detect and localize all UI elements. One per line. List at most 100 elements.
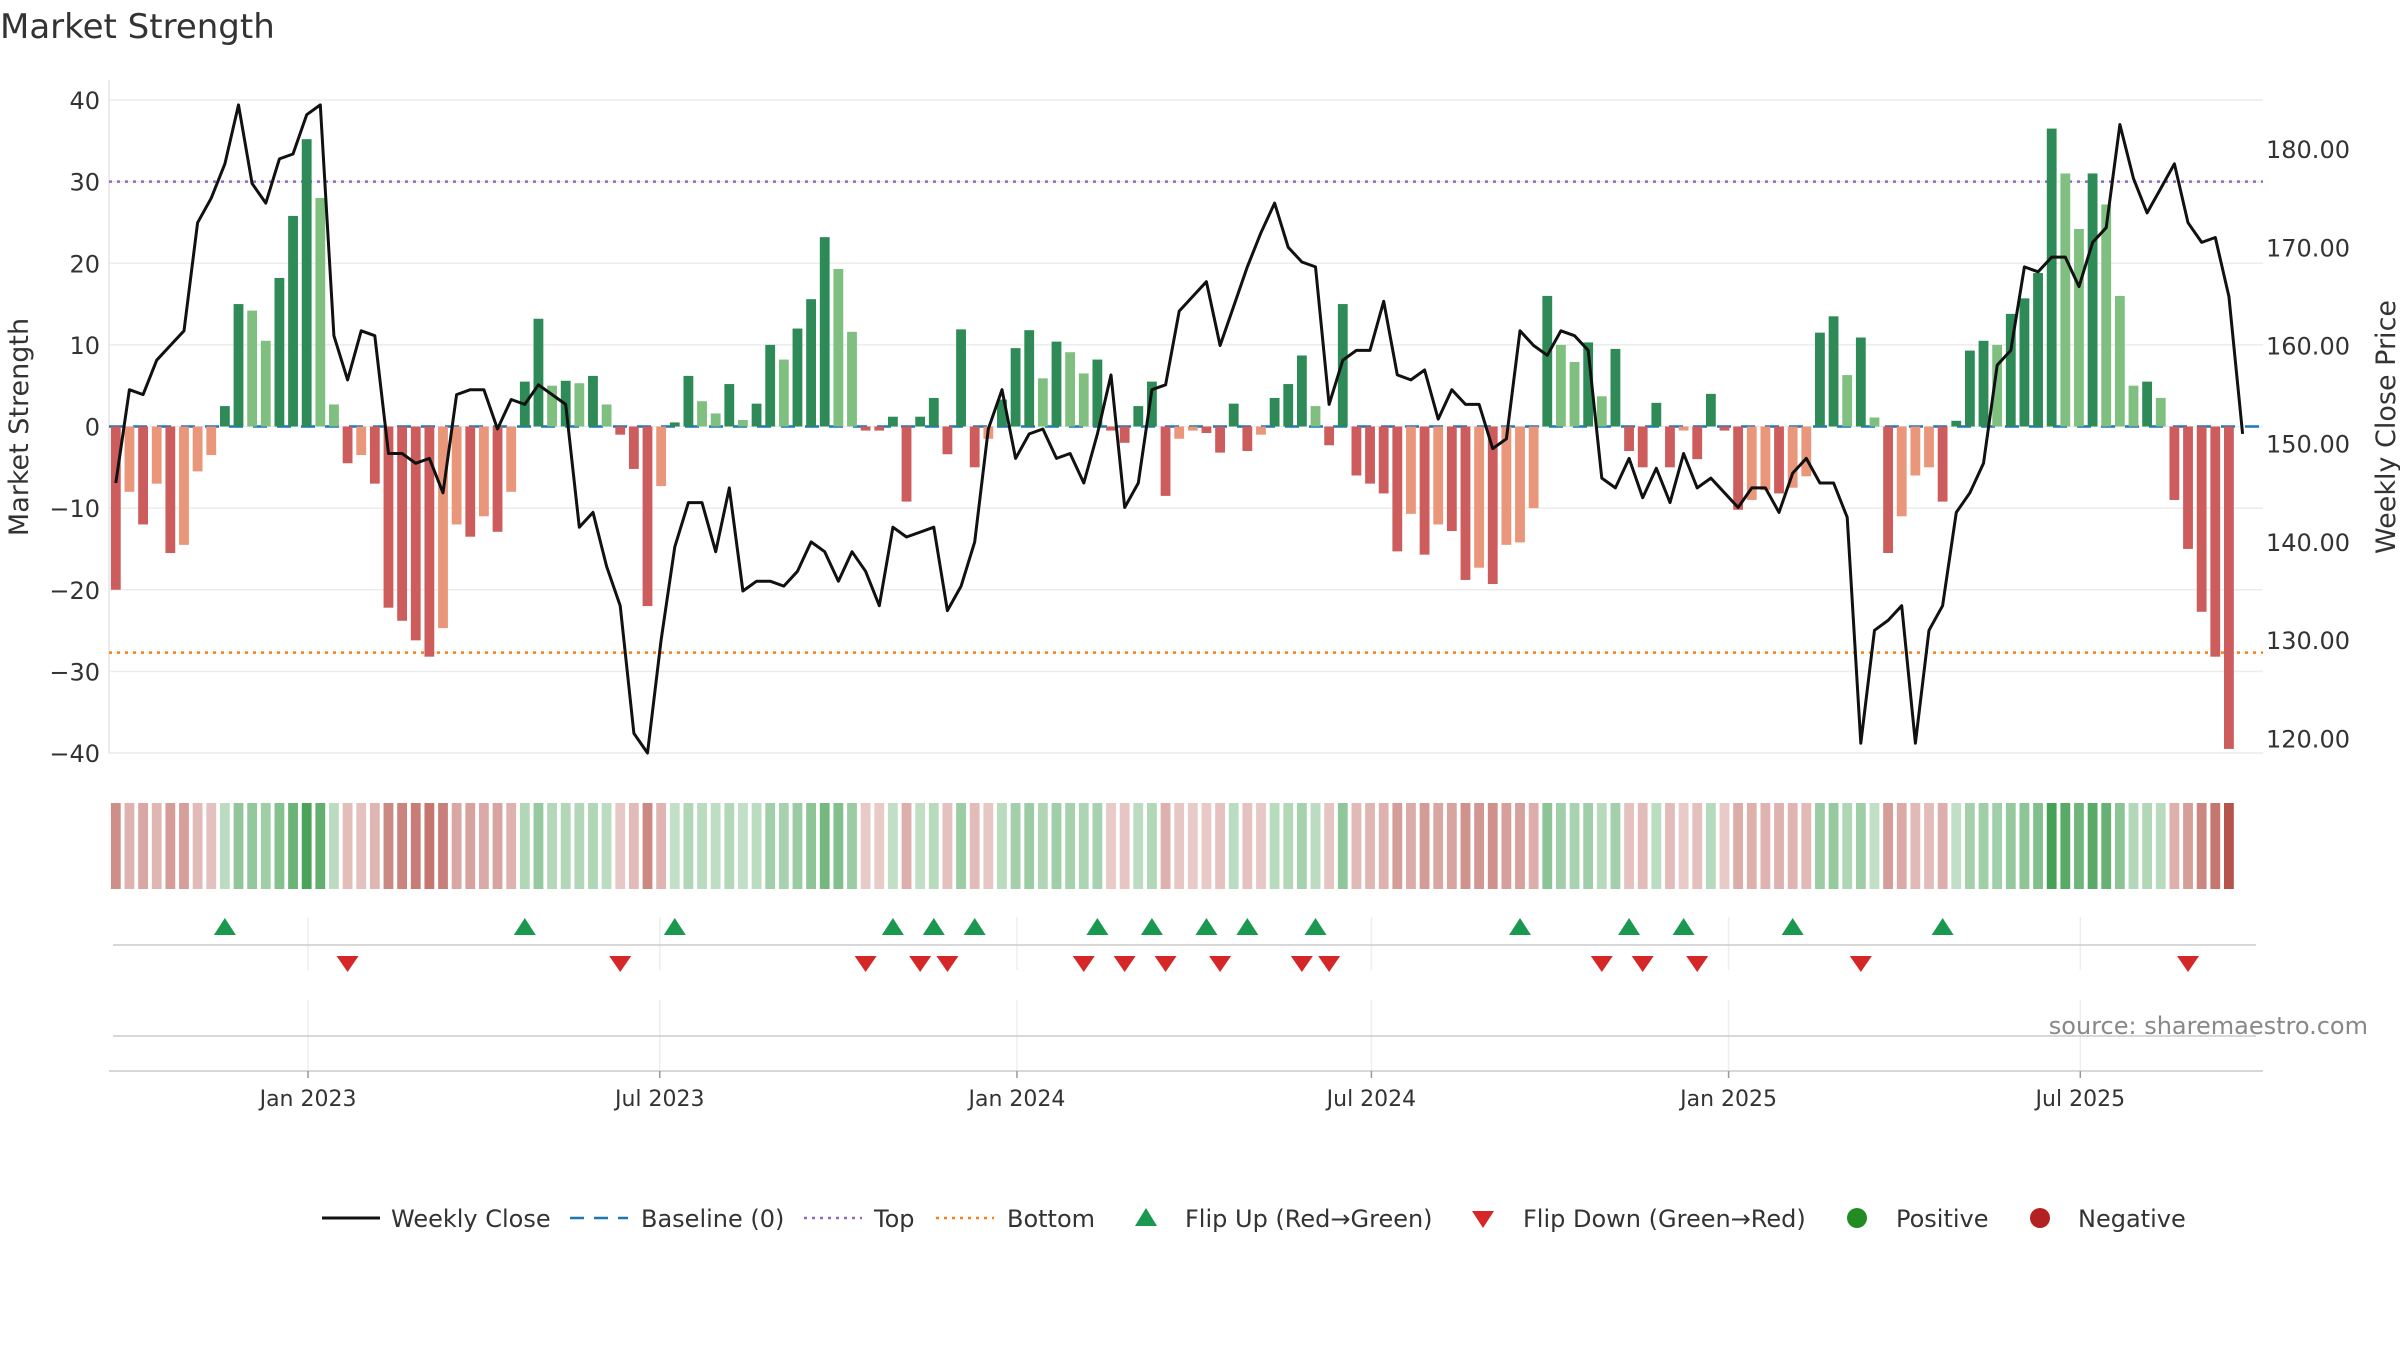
strip-cell [451,803,462,889]
right-tick-label: 170.00 [2266,234,2350,262]
strip-cell [1692,803,1703,889]
strength-bar [1842,375,1853,427]
strip-cell [1869,803,1880,889]
legend-negative: Negative [2078,1205,2186,1233]
strength-bar [438,426,448,629]
strip-cell [1569,803,1580,889]
strip-cell [1174,803,1185,889]
left-tick-label: 40 [69,87,100,115]
strip-cell [1024,803,1035,889]
strip-cell [151,803,162,889]
strip-cell [1951,803,1962,889]
strength-bar [1324,426,1335,446]
strip-cell [2224,803,2234,889]
strip-cell [1078,803,1089,889]
strength-bar [2169,426,2180,500]
strip-cell [1610,803,1621,889]
strength-bar [601,404,612,427]
strength-bar [833,268,844,427]
strip-cell [519,803,530,889]
strength-bar [1392,426,1403,552]
strength-bar [1515,426,1525,543]
strength-bar [1705,393,1716,427]
strength-bar [1310,406,1321,427]
strength-bar [1133,406,1144,427]
strength-bar [342,426,353,464]
strip-cell [1515,803,1525,889]
strength-bar [588,375,598,427]
strip-cell [887,803,898,889]
strip-cell [1337,803,1348,889]
strip-cell [574,803,585,889]
strength-bar [1665,426,1675,468]
strength-bar [1269,397,1280,427]
strip-cell [1924,803,1934,889]
strip-cell [1092,803,1103,889]
strength-bar [301,139,312,427]
strip-cell [2033,803,2043,889]
strength-bar [697,401,707,427]
strength-bar [928,397,939,427]
strength-bar [1201,426,1212,434]
strength-bar [669,422,680,427]
strip-cell [1119,803,1130,889]
strip-cell [751,803,762,889]
strength-bar [2101,204,2112,427]
strip-cell [2142,803,2153,889]
strength-bar [1774,426,1784,494]
strength-bar [738,419,748,427]
strength-bar [1406,426,1416,514]
strength-bar [1678,426,1689,431]
left-tick-label: −30 [49,658,100,686]
strength-bar [724,384,735,427]
strip-cell [369,803,380,889]
strength-bar [1501,426,1512,545]
strip-cell [956,803,966,889]
right-axis-label: Weekly Close Price [2371,300,2400,554]
strip-cell [397,803,408,889]
strip-cell [1855,803,1866,889]
strip-cell [2114,803,2125,889]
strength-bar [1106,426,1116,431]
flip-up-marker [663,918,686,935]
strength-bar [1296,355,1307,427]
strength-bar [997,399,1007,427]
strip-cell [1406,803,1416,889]
strip-cell [1010,803,1021,889]
strip-cell [1256,803,1266,889]
x-tick-label: Jul 2024 [1325,1087,1417,1112]
strength-bar [1596,396,1607,427]
strip-cell [1801,803,1812,889]
strength-heat-strip [110,803,2234,889]
weekly-close-line [114,103,2245,755]
right-tick-label: 140.00 [2266,529,2350,557]
strip-cell [2210,803,2221,889]
strength-bar [478,426,489,517]
strength-bar [1542,295,1553,427]
strength-bar [1160,426,1171,496]
strip-cell [1351,803,1362,889]
strip-cell [1583,803,1594,889]
strength-bar [901,426,912,502]
left-tick-label: −20 [49,577,100,605]
strength-bar [2155,397,2166,427]
strip-cell [2128,803,2139,889]
strength-bar [1978,340,1989,427]
flip-up-marker [1304,918,1327,935]
strength-bar [1215,426,1225,453]
strip-cell [1187,803,1198,889]
strength-bar [2046,128,2057,427]
strip-cell [1746,803,1757,889]
strength-bar [1692,426,1703,460]
strength-bar [451,426,462,525]
strip-cell [533,803,544,889]
strip-cell [874,803,885,889]
strength-bar [2210,426,2221,657]
strength-bar [710,413,721,427]
strength-bar [547,385,557,427]
strength-bar [506,426,517,492]
strength-bar [465,426,476,537]
strength-bar [1637,426,1648,468]
strength-bar [1733,426,1744,510]
strip-cell [1501,803,1512,889]
